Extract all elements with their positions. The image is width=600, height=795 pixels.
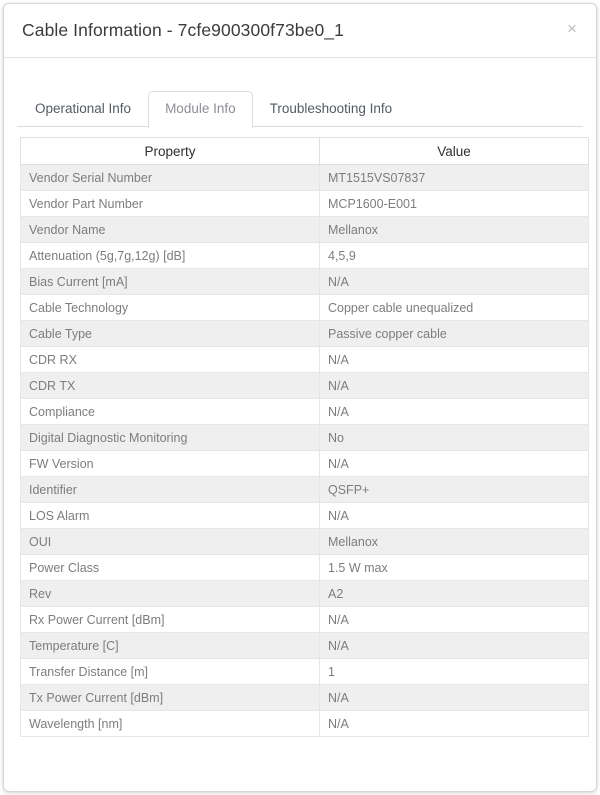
cell-property: Compliance — [20, 398, 320, 425]
table-row: LOS Alarm N/A — [20, 502, 589, 529]
tab-operational-info[interactable]: Operational Info — [18, 91, 148, 127]
cell-value: MT1515VS07837 — [319, 164, 589, 191]
table-row: CDR RX N/A — [20, 346, 589, 373]
cell-value: N/A — [319, 268, 589, 295]
cell-value: N/A — [319, 398, 589, 425]
table-row: CDR TX N/A — [20, 372, 589, 399]
table-row: Power Class 1.5 W max — [20, 554, 589, 581]
cell-value: 1.5 W max — [319, 554, 589, 581]
tab-bar-divider — [17, 126, 583, 127]
dialog-header: Cable Information - 7cfe900300f73be0_1 × — [4, 4, 596, 58]
cell-property: Temperature [C] — [20, 632, 320, 659]
cell-value: QSFP+ — [319, 476, 589, 503]
cell-value: Passive copper cable — [319, 320, 589, 347]
cell-value: Copper cable unequalized — [319, 294, 589, 321]
cell-value: Mellanox — [319, 528, 589, 555]
module-info-table: Property Value Vendor Serial Number MT151… — [20, 137, 589, 737]
cell-property: Bias Current [mA] — [20, 268, 320, 295]
cable-information-dialog: Cable Information - 7cfe900300f73be0_1 ×… — [3, 3, 597, 792]
table-body: Vendor Serial Number MT1515VS07837 Vendor … — [20, 164, 589, 737]
cell-value: N/A — [319, 632, 589, 659]
table-header-row: Property Value — [20, 137, 589, 165]
table-row: Rx Power Current [dBm] N/A — [20, 606, 589, 633]
module-info-table-container: Property Value Vendor Serial Number MT151… — [20, 137, 589, 737]
cell-property: Rx Power Current [dBm] — [20, 606, 320, 633]
cell-property: Vendor Name — [20, 216, 320, 243]
cell-value: 1 — [319, 658, 589, 685]
cell-value: N/A — [319, 606, 589, 633]
column-header-value: Value — [319, 137, 589, 165]
table-row: Wavelength [nm] N/A — [20, 710, 589, 737]
cell-value: N/A — [319, 710, 589, 737]
tab-label: Operational Info — [35, 100, 132, 116]
table-row: Cable Technology Copper cable unequalized — [20, 294, 589, 321]
cell-property: OUI — [20, 528, 320, 555]
cell-value: N/A — [319, 372, 589, 399]
cell-value: N/A — [319, 684, 589, 711]
cell-property: Identifier — [20, 476, 320, 503]
cell-value: N/A — [319, 502, 589, 529]
tab-label: Module Info — [165, 100, 236, 116]
table-head: Property Value — [20, 137, 589, 165]
table-row: Rev A2 — [20, 580, 589, 607]
cell-value: 4,5,9 — [319, 242, 589, 269]
cell-value: A2 — [319, 580, 589, 607]
tab-bar: Operational Info Module Info Troubleshoo… — [4, 77, 596, 128]
cell-property: Rev — [20, 580, 320, 607]
column-header-property: Property — [20, 137, 320, 165]
table-row: Vendor Serial Number MT1515VS07837 — [20, 164, 589, 191]
cell-property: Cable Technology — [20, 294, 320, 321]
table-row: OUI Mellanox — [20, 528, 589, 555]
cell-property: Digital Diagnostic Monitoring — [20, 424, 320, 451]
cell-value: N/A — [319, 346, 589, 373]
tab-label: Troubleshooting Info — [269, 100, 393, 116]
table-row: FW Version N/A — [20, 450, 589, 477]
tab-list: Operational Info Module Info Troubleshoo… — [18, 90, 410, 128]
cell-property: Tx Power Current [dBm] — [20, 684, 320, 711]
table-row: Identifier QSFP+ — [20, 476, 589, 503]
cell-property: CDR RX — [20, 346, 320, 373]
table-row: Transfer Distance [m] 1 — [20, 658, 589, 685]
table-row: Digital Diagnostic Monitoring No — [20, 424, 589, 451]
close-icon[interactable]: × — [561, 18, 583, 40]
cell-value: MCP1600-E001 — [319, 190, 589, 217]
cell-value: N/A — [319, 450, 589, 477]
table-row: Bias Current [mA] N/A — [20, 268, 589, 295]
cell-property: Transfer Distance [m] — [20, 658, 320, 685]
tab-module-info[interactable]: Module Info — [148, 90, 253, 128]
table-row: Temperature [C] N/A — [20, 632, 589, 659]
table-row: Compliance N/A — [20, 398, 589, 425]
cell-property: Wavelength [nm] — [20, 710, 320, 737]
cell-property: Vendor Part Number — [20, 190, 320, 217]
table-row: Attenuation (5g,7g,12g) [dB] 4,5,9 — [20, 242, 589, 269]
cell-property: Attenuation (5g,7g,12g) [dB] — [20, 242, 320, 269]
table-row: Vendor Name Mellanox — [20, 216, 589, 243]
table-row: Vendor Part Number MCP1600-E001 — [20, 190, 589, 217]
table-row: Cable Type Passive copper cable — [20, 320, 589, 347]
cell-property: LOS Alarm — [20, 502, 320, 529]
cell-property: Vendor Serial Number — [20, 164, 320, 191]
cell-property: CDR TX — [20, 372, 320, 399]
table-row: Tx Power Current [dBm] N/A — [20, 684, 589, 711]
cell-property: Cable Type — [20, 320, 320, 347]
cell-value: No — [319, 424, 589, 451]
dialog-title: Cable Information - 7cfe900300f73be0_1 — [22, 20, 344, 40]
cell-value: Mellanox — [319, 216, 589, 243]
tab-troubleshooting-info[interactable]: Troubleshooting Info — [253, 91, 410, 127]
cell-property: Power Class — [20, 554, 320, 581]
cell-property: FW Version — [20, 450, 320, 477]
